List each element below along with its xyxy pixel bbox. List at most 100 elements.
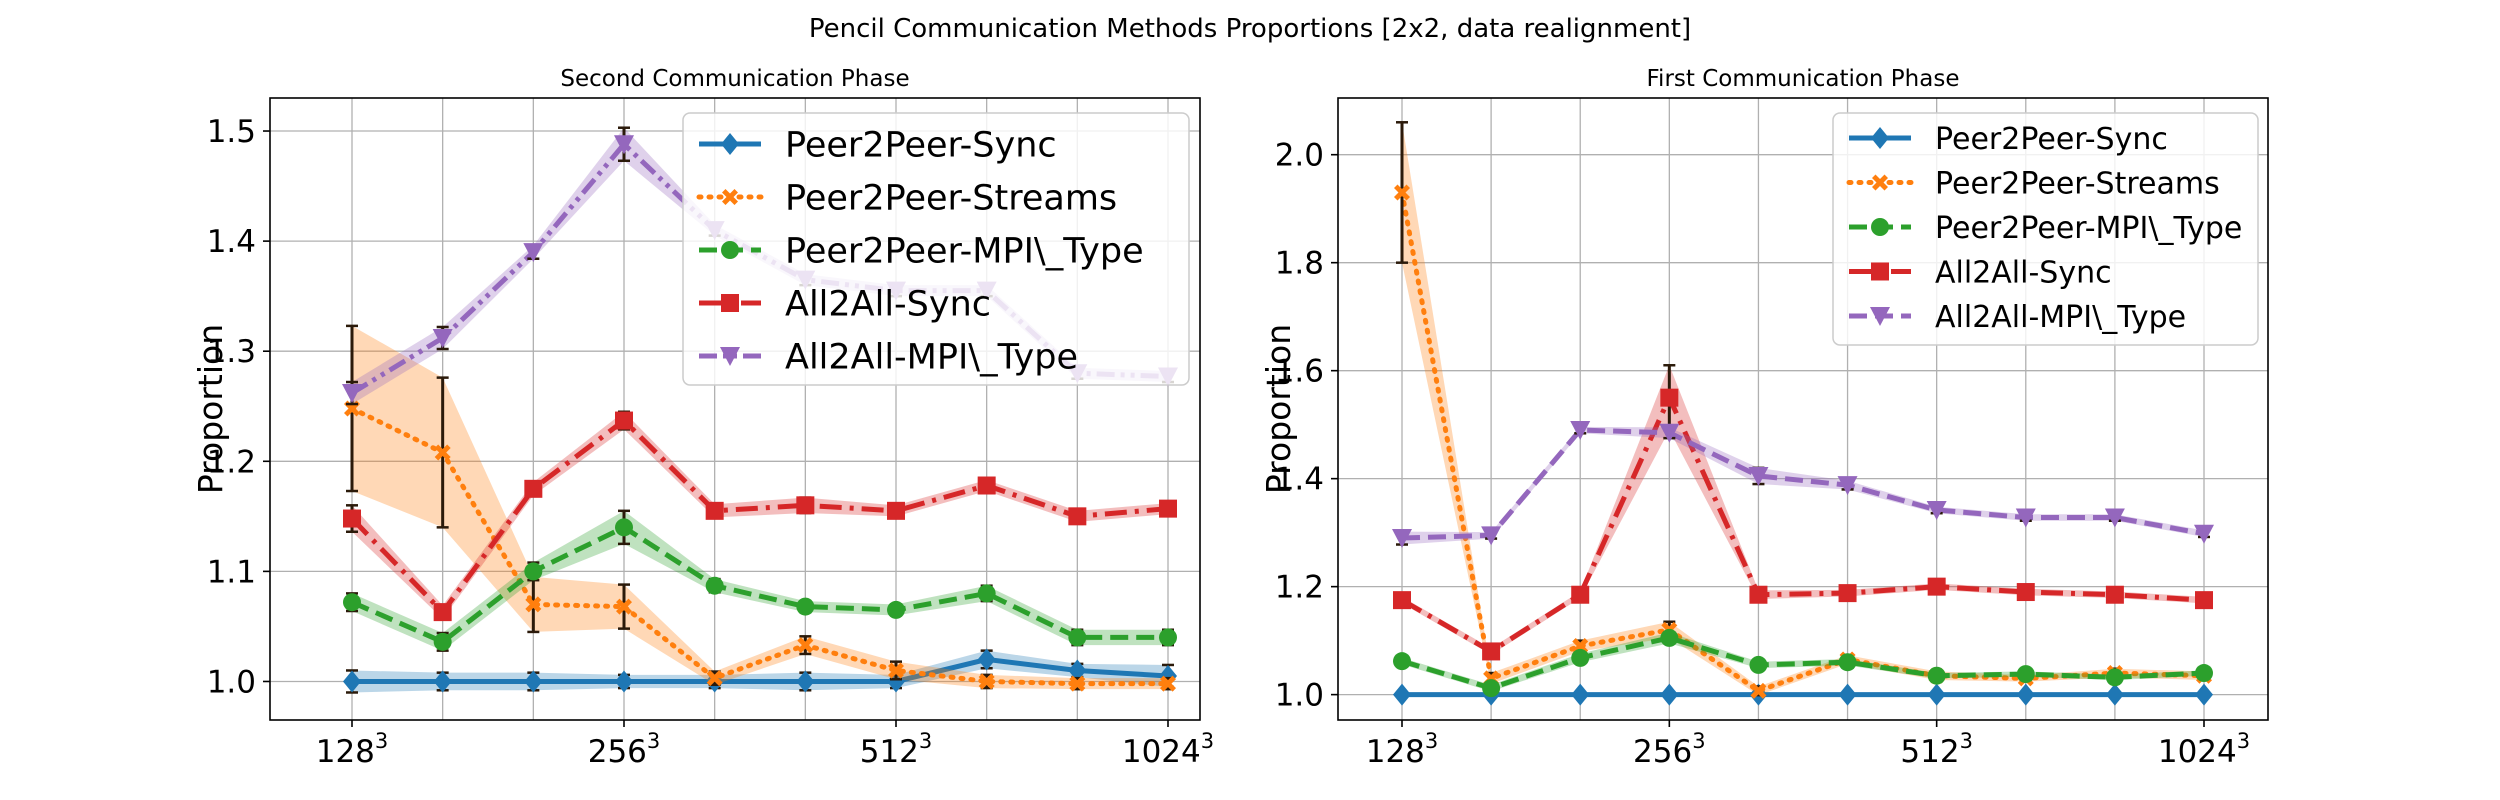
legend-entry: All2All-MPI\_Type bbox=[1849, 300, 2186, 335]
data-point bbox=[1160, 675, 1176, 692]
data-point bbox=[614, 135, 634, 155]
data-point bbox=[1749, 585, 1768, 604]
series-line bbox=[349, 405, 1171, 687]
series-line bbox=[350, 524, 1168, 645]
legend: Peer2Peer-Sync Peer2Peer-Streams Peer2Peer… bbox=[682, 112, 1190, 386]
legend-label: Peer2Peer-MPI\_Type bbox=[785, 232, 1144, 272]
confidence-band bbox=[1402, 426, 2204, 545]
series-layer bbox=[1392, 121, 2214, 706]
series-all2all-mpi-type bbox=[1392, 421, 2214, 549]
y-axis-label: Proportion bbox=[1259, 324, 1298, 494]
y-tick-label: 1.4 bbox=[207, 224, 256, 260]
data-point bbox=[1750, 682, 1767, 699]
series-line bbox=[1399, 189, 2207, 694]
y-tick-label: 1.2 bbox=[207, 444, 256, 480]
y-tick-label: 1.8 bbox=[1275, 246, 1324, 282]
legend-entry: Peer2Peer-Streams bbox=[1846, 166, 2220, 201]
data-point bbox=[524, 670, 543, 693]
legend-marker bbox=[721, 133, 739, 155]
data-point bbox=[2105, 585, 2124, 604]
legend-entry: All2All-Sync bbox=[1849, 255, 2112, 290]
data-point bbox=[977, 648, 996, 671]
y-axis-label: Proportion bbox=[191, 324, 230, 494]
series-all2all-sync bbox=[343, 410, 1177, 622]
series-line bbox=[1401, 427, 2205, 541]
data-point bbox=[797, 637, 814, 654]
data-point bbox=[2195, 591, 2213, 610]
data-point bbox=[1159, 628, 1177, 647]
legend-entry: Peer2Peer-MPI\_Type bbox=[1849, 211, 2242, 246]
legend: Peer2Peer-Sync Peer2Peer-Streams Peer2Peer… bbox=[1832, 112, 2259, 346]
data-point bbox=[1068, 507, 1087, 526]
data-point bbox=[1660, 683, 1679, 706]
y-tick-label: 1.4 bbox=[1275, 462, 1324, 498]
legend-marker bbox=[1870, 307, 1890, 326]
confidence-band bbox=[352, 325, 1168, 690]
data-point bbox=[524, 479, 543, 498]
x-tick-label: 2563 bbox=[1633, 729, 1706, 770]
x-tick-label: 5123 bbox=[1900, 729, 1973, 770]
legend-label: Peer2Peer-MPI\_Type bbox=[1935, 211, 2242, 246]
data-point bbox=[887, 501, 905, 520]
data-point bbox=[1571, 648, 1590, 667]
data-point bbox=[887, 600, 905, 619]
legend-entry: All2All-MPI\_Type bbox=[699, 338, 1078, 378]
legend-entry: Peer2Peer-Sync bbox=[1849, 122, 2168, 157]
data-point bbox=[796, 597, 815, 616]
y-tick-label: 1.0 bbox=[207, 664, 256, 700]
subplot-title: First Communication Phase bbox=[1647, 66, 1960, 92]
legend-label: Peer2Peer-Streams bbox=[1935, 166, 2220, 201]
data-point bbox=[2015, 508, 2036, 528]
data-point bbox=[1837, 476, 1858, 496]
data-point bbox=[1927, 683, 1946, 706]
data-point bbox=[796, 496, 815, 515]
data-point bbox=[1838, 683, 1857, 706]
axes-frame bbox=[269, 97, 1201, 721]
legend-entry: Peer2Peer-Streams bbox=[696, 179, 1117, 219]
data-point bbox=[977, 476, 996, 495]
x-tick-label: 10243 bbox=[2158, 729, 2250, 770]
data-point bbox=[1571, 585, 1590, 604]
data-point bbox=[705, 501, 724, 520]
data-point bbox=[615, 670, 633, 693]
data-point bbox=[433, 603, 452, 622]
data-point bbox=[2194, 524, 2214, 544]
data-point bbox=[615, 518, 633, 537]
data-point bbox=[343, 670, 361, 693]
data-point bbox=[1749, 655, 1768, 674]
data-point bbox=[432, 328, 453, 348]
data-point bbox=[433, 632, 452, 651]
legend-label: All2All-MPI\_Type bbox=[785, 338, 1078, 378]
legend-label: Peer2Peer-Streams bbox=[785, 179, 1117, 219]
legend-label: Peer2Peer-Sync bbox=[785, 126, 1057, 166]
legend-marker bbox=[1871, 262, 1889, 281]
x-tick-label: 2563 bbox=[588, 729, 661, 770]
legend-marker bbox=[722, 189, 738, 205]
y-tick-label: 1.3 bbox=[207, 334, 256, 370]
data-point bbox=[2104, 508, 2125, 528]
legend-marker bbox=[1871, 218, 1889, 236]
series-peer2peer-streams bbox=[344, 324, 1176, 692]
legend-label: All2All-MPI\_Type bbox=[1935, 300, 2186, 335]
series-line bbox=[1401, 635, 2205, 691]
data-point bbox=[978, 673, 995, 690]
data-point bbox=[616, 598, 632, 615]
data-point bbox=[1927, 577, 1946, 596]
legend-marker bbox=[1871, 127, 1889, 149]
series-peer2peer-mpi-type bbox=[343, 509, 1177, 652]
y-tick-label: 1.1 bbox=[207, 554, 256, 590]
subplot-title: Second Communication Phase bbox=[560, 66, 909, 92]
confidence-band bbox=[352, 411, 1168, 619]
data-point bbox=[1482, 642, 1501, 661]
legend-frame bbox=[1832, 112, 2259, 346]
data-point bbox=[1927, 666, 1946, 685]
x-tick-label: 1283 bbox=[316, 729, 389, 770]
legend-marker bbox=[1872, 174, 1888, 191]
data-point bbox=[1393, 683, 1411, 706]
legend-entry: Peer2Peer-MPI\_Type bbox=[699, 232, 1144, 272]
series-line bbox=[352, 656, 1169, 684]
data-point bbox=[796, 670, 815, 693]
data-point bbox=[2195, 664, 2213, 683]
data-point bbox=[1481, 526, 1502, 546]
